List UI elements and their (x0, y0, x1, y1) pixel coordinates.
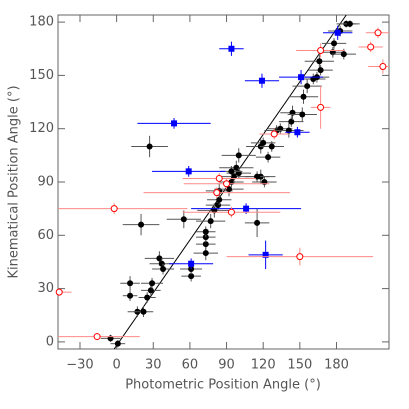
point (379, 63, 387, 71)
x-axis-label: Photometric Position Angle (°) (125, 378, 321, 393)
x-tick-label: 180 (324, 358, 349, 373)
y-tick-label: 120 (29, 121, 54, 136)
point (188, 273, 195, 280)
y-tick-label: 60 (37, 228, 54, 243)
point (298, 74, 305, 81)
point (171, 120, 178, 127)
point (185, 168, 192, 175)
point (227, 208, 235, 216)
point (223, 180, 231, 188)
point (138, 221, 145, 228)
point (258, 77, 265, 84)
x-tick-label: 0 (112, 358, 120, 373)
point (202, 228, 209, 235)
point (158, 260, 165, 267)
x-tick-label: 120 (251, 358, 276, 373)
y-tick-label: 0 (46, 334, 54, 349)
point (346, 20, 353, 27)
y-tick-label: 30 (37, 281, 54, 296)
point (317, 67, 324, 74)
point (288, 118, 295, 125)
y-tick-label: 90 (37, 175, 54, 190)
point (180, 216, 187, 223)
point (235, 152, 242, 159)
point (268, 143, 275, 150)
point (331, 40, 338, 47)
point (110, 205, 118, 213)
point (270, 130, 278, 138)
point (188, 260, 195, 267)
y-tick-label: 180 (29, 15, 54, 30)
point (304, 83, 311, 90)
point (260, 139, 267, 146)
x-tick-label: 150 (287, 358, 312, 373)
point (317, 47, 325, 55)
point (316, 58, 323, 65)
point (228, 168, 235, 175)
point (202, 250, 209, 257)
point (299, 111, 306, 118)
x-tick-label: 30 (145, 358, 162, 373)
x-tick-label: −30 (66, 358, 93, 373)
y-tick-label: 150 (29, 68, 54, 83)
point (294, 129, 301, 136)
point (146, 143, 153, 150)
point (334, 29, 341, 36)
point (265, 154, 272, 161)
point (233, 164, 240, 171)
point (254, 219, 261, 226)
point (160, 266, 167, 273)
point (127, 280, 134, 287)
point (156, 255, 163, 262)
point (147, 287, 154, 294)
point (207, 218, 214, 225)
point (215, 174, 223, 182)
point (144, 294, 151, 301)
point (216, 196, 223, 203)
point (93, 333, 101, 341)
point (262, 251, 269, 258)
point (202, 241, 209, 248)
point (140, 308, 147, 315)
point (367, 43, 375, 51)
point (149, 280, 156, 287)
x-tick-label: 60 (182, 358, 199, 373)
point (55, 288, 63, 296)
point (340, 51, 347, 58)
point (228, 45, 235, 52)
point (127, 292, 134, 299)
point (213, 189, 221, 197)
point (300, 93, 307, 100)
y-axis-label: Kinematical Position Angle (°) (7, 85, 22, 278)
point (243, 205, 250, 212)
x-tick-label: 90 (218, 358, 235, 373)
point (225, 186, 232, 193)
point (296, 253, 304, 261)
point (374, 29, 382, 37)
point (114, 340, 121, 347)
point (215, 202, 222, 209)
point (317, 103, 325, 111)
